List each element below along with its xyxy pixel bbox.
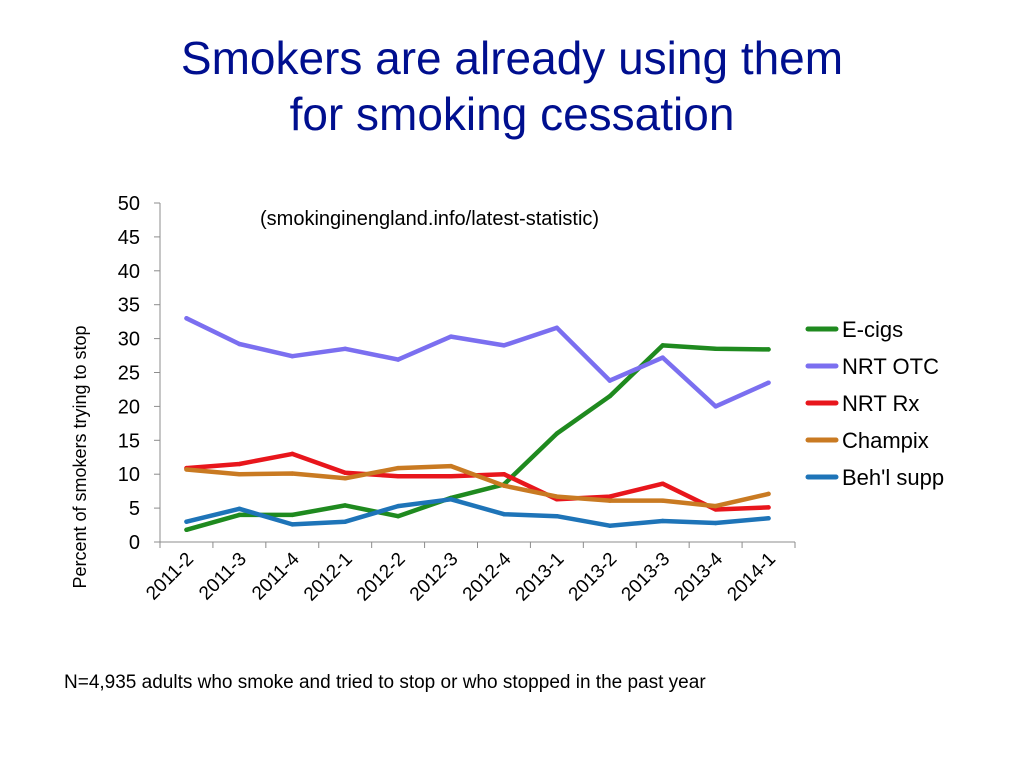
y-tick-label: 0 (129, 532, 140, 554)
y-tick-label: 35 (118, 295, 140, 317)
data-point (660, 343, 665, 348)
data-point (713, 520, 718, 526)
data-point (554, 494, 560, 499)
series-line-e-cigs (184, 343, 771, 533)
data-point (237, 472, 242, 477)
x-tick-label: 2012-2 (353, 549, 410, 606)
series-line-champix (184, 463, 771, 509)
data-point (607, 498, 612, 503)
data-point (343, 503, 348, 508)
x-axis: 2011-22011-32011-42012-12012-22012-32012… (142, 541, 796, 606)
data-point (713, 503, 718, 509)
data-point (290, 354, 295, 359)
data-point (237, 461, 242, 467)
data-point (766, 516, 771, 521)
data-point (501, 483, 507, 488)
data-point (184, 527, 189, 532)
slide-title: Smokers are already using them for smoki… (0, 30, 1024, 142)
data-point (501, 472, 507, 477)
data-point (290, 451, 295, 457)
data-point (395, 357, 401, 362)
x-tick-label: 2011-2 (142, 549, 198, 605)
data-point (290, 522, 295, 527)
data-point (501, 343, 507, 348)
slide-title-line-1: Smokers are already using them (180, 32, 844, 84)
data-point (343, 519, 348, 524)
data-point (448, 463, 454, 469)
x-tick-label: 2013-1 (512, 549, 569, 606)
x-tick-label: 2011-3 (195, 549, 251, 605)
data-point (554, 431, 560, 436)
series-lines (184, 316, 771, 533)
data-point (607, 378, 612, 383)
data-point (184, 467, 189, 472)
data-point (766, 347, 771, 352)
x-tick-label: 2011-4 (248, 548, 304, 604)
data-point (766, 380, 771, 385)
data-point (766, 505, 771, 510)
series-line-beh-l-supp (184, 497, 771, 528)
data-point (237, 341, 242, 347)
data-point (290, 471, 295, 476)
y-tick-label: 50 (118, 193, 140, 215)
data-point (501, 512, 507, 517)
data-point (660, 355, 665, 360)
footnote: N=4,935 adults who smoke and tried to st… (64, 672, 706, 693)
legend-label: Beh'l supp (842, 465, 944, 490)
source-note: (smokinginengland.info/latest-statistic) (260, 208, 600, 230)
data-point (713, 404, 718, 409)
data-point (395, 514, 401, 519)
data-point (766, 491, 771, 497)
data-point (660, 498, 665, 503)
y-tick-label: 45 (118, 227, 140, 249)
data-point (395, 465, 401, 471)
y-tick-label: 40 (118, 261, 140, 283)
data-point (184, 316, 189, 321)
y-tick-label: 5 (129, 498, 140, 520)
data-point (448, 474, 454, 479)
x-tick-label: 2013-4 (670, 548, 727, 605)
y-axis-label: Percent of smokers trying to stop (70, 325, 90, 588)
legend: E-cigs NRT OTC NRT Rx Champix Beh'l supp (805, 317, 944, 490)
legend-label: NRT Rx (842, 391, 919, 416)
data-point (713, 507, 718, 512)
data-point (448, 497, 454, 502)
x-tick-label: 2012-4 (459, 548, 516, 605)
data-point (448, 334, 454, 339)
data-point (343, 470, 348, 476)
data-point (237, 512, 242, 518)
data-point (607, 394, 612, 399)
y-tick-label: 30 (118, 329, 140, 351)
data-point (607, 523, 612, 528)
data-point (713, 346, 718, 351)
y-tick-label: 25 (118, 363, 140, 385)
data-point (660, 518, 665, 524)
data-point (290, 512, 295, 518)
series-line-nrt-otc (184, 316, 771, 409)
y-axis: 0 5 10 15 20 25 30 35 40 45 50 (118, 193, 161, 554)
data-point (395, 503, 401, 509)
data-point (395, 474, 401, 479)
x-tick-label: 2012-1 (300, 549, 357, 606)
legend-label: Champix (842, 428, 929, 453)
y-tick-label: 15 (118, 430, 140, 452)
data-point (607, 494, 612, 499)
data-point (184, 519, 189, 524)
legend-label: E-cigs (842, 317, 903, 342)
y-tick-label: 10 (118, 464, 140, 486)
x-tick-label: 2012-3 (406, 549, 463, 606)
data-point (237, 506, 242, 511)
data-point (554, 514, 560, 519)
slide-title-line-2: for smoking cessation (289, 88, 735, 140)
data-point (554, 325, 560, 330)
x-tick-label: 2014-1 (723, 549, 780, 606)
x-tick-label: 2013-3 (618, 549, 675, 606)
data-point (343, 476, 348, 481)
data-point (660, 481, 665, 486)
y-tick-label: 20 (118, 396, 140, 418)
data-point (343, 346, 348, 351)
legend-label: NRT OTC (842, 354, 939, 379)
x-tick-label: 2013-2 (565, 549, 622, 606)
